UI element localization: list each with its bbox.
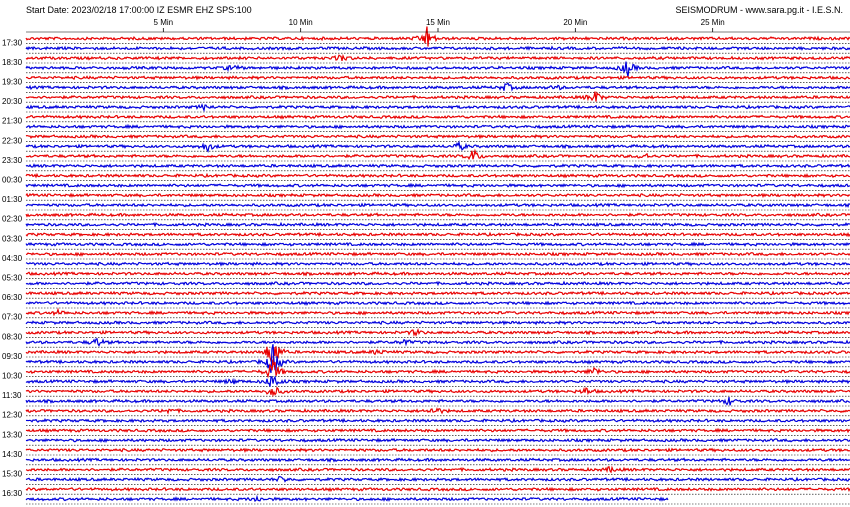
seismic-trace [25,447,850,453]
source-credit-label: SEISMODRUM - www.sara.pg.it - I.E.S.N. [675,5,843,15]
row-time-label: 12:30 [2,411,23,420]
seismic-trace [25,251,850,257]
seismic-trace [25,202,850,209]
seismic-trace [25,241,850,248]
seismic-trace [25,427,850,434]
seismic-trace [25,148,850,161]
row-time-label: 23:30 [2,156,23,165]
row-time-label: 19:30 [2,78,23,87]
grid-layer [26,43,850,505]
seismic-trace [25,437,850,444]
seismic-trace [25,163,850,169]
time-labels-layer: 17:30 18:30 19:30 20:30 21:30 22:30 23:30 00:30… [2,38,23,498]
seismic-trace [25,327,850,337]
seismic-trace [25,102,850,113]
seismic-trace [25,91,850,102]
seismic-trace [25,74,850,81]
seismic-trace [25,192,850,199]
start-date-label: Start Date: 2023/02/18 17:00:00 IZ ESMR … [26,5,252,15]
row-time-label: 09:30 [2,352,23,361]
seismic-trace [25,123,850,130]
seismic-trace [25,221,850,228]
seismic-trace [25,386,850,398]
seismic-trace [25,270,850,277]
row-time-label: 13:30 [2,430,23,439]
row-time-label: 14:30 [2,450,23,459]
row-time-label: 21:30 [2,117,23,126]
seismic-trace [25,300,850,306]
x-tick-label: 20 Min [563,18,587,27]
row-time-label: 17:30 [2,38,23,47]
seismic-trace [25,212,850,218]
row-time-label: 10:30 [2,372,23,381]
seismic-trace [25,465,850,474]
row-time-label: 11:30 [2,391,22,400]
x-tick-label: 15 Min [426,18,450,27]
seismic-trace [25,457,850,463]
seismic-trace [25,307,850,317]
seismic-trace [25,344,850,374]
seismic-trace [25,139,850,153]
row-time-label: 03:30 [2,234,23,243]
row-time-label: 18:30 [2,58,23,67]
row-time-label: 02:30 [2,215,23,224]
x-tick-label: 10 Min [289,18,313,27]
seismic-trace [25,407,850,415]
seismic-trace [25,475,850,483]
row-time-label: 00:30 [2,176,23,185]
seismic-trace [25,61,850,78]
seismic-trace [25,280,850,287]
row-time-label: 06:30 [2,293,23,302]
seismic-trace [25,320,850,326]
row-time-label: 16:30 [2,489,23,498]
seismic-trace [25,486,850,493]
seismic-trace [25,172,850,179]
row-time-label: 22:30 [2,136,23,145]
x-tick-label: 25 Min [701,18,725,27]
seismic-trace [25,133,850,140]
row-time-label: 01:30 [2,195,23,204]
row-time-label: 08:30 [2,332,23,341]
seismic-trace [25,82,850,92]
traces-layer [25,26,850,502]
row-time-label: 04:30 [2,254,23,263]
seismic-trace [25,417,850,424]
row-time-label: 20:30 [2,97,23,106]
seismic-trace [25,397,850,406]
seismic-trace [25,114,850,120]
seismic-trace [25,261,850,267]
seismic-trace [25,290,850,297]
x-ticks-layer: 5 Min 10 Min 15 Min 20 Min 25 Min [26,18,850,33]
seismic-trace [25,231,850,238]
seismic-trace [25,26,850,47]
row-time-label: 15:30 [2,470,23,479]
seismic-trace [25,182,850,189]
seismic-trace [25,360,850,379]
seismic-trace [25,375,850,387]
seismic-trace [25,45,850,52]
row-time-label: 05:30 [2,274,23,283]
row-time-label: 07:30 [2,313,23,322]
seismic-trace [25,53,850,62]
x-tick-label: 5 Min [154,18,174,27]
seismic-trace [25,494,669,502]
seismic-trace [25,346,850,366]
seismic-trace [25,337,850,347]
